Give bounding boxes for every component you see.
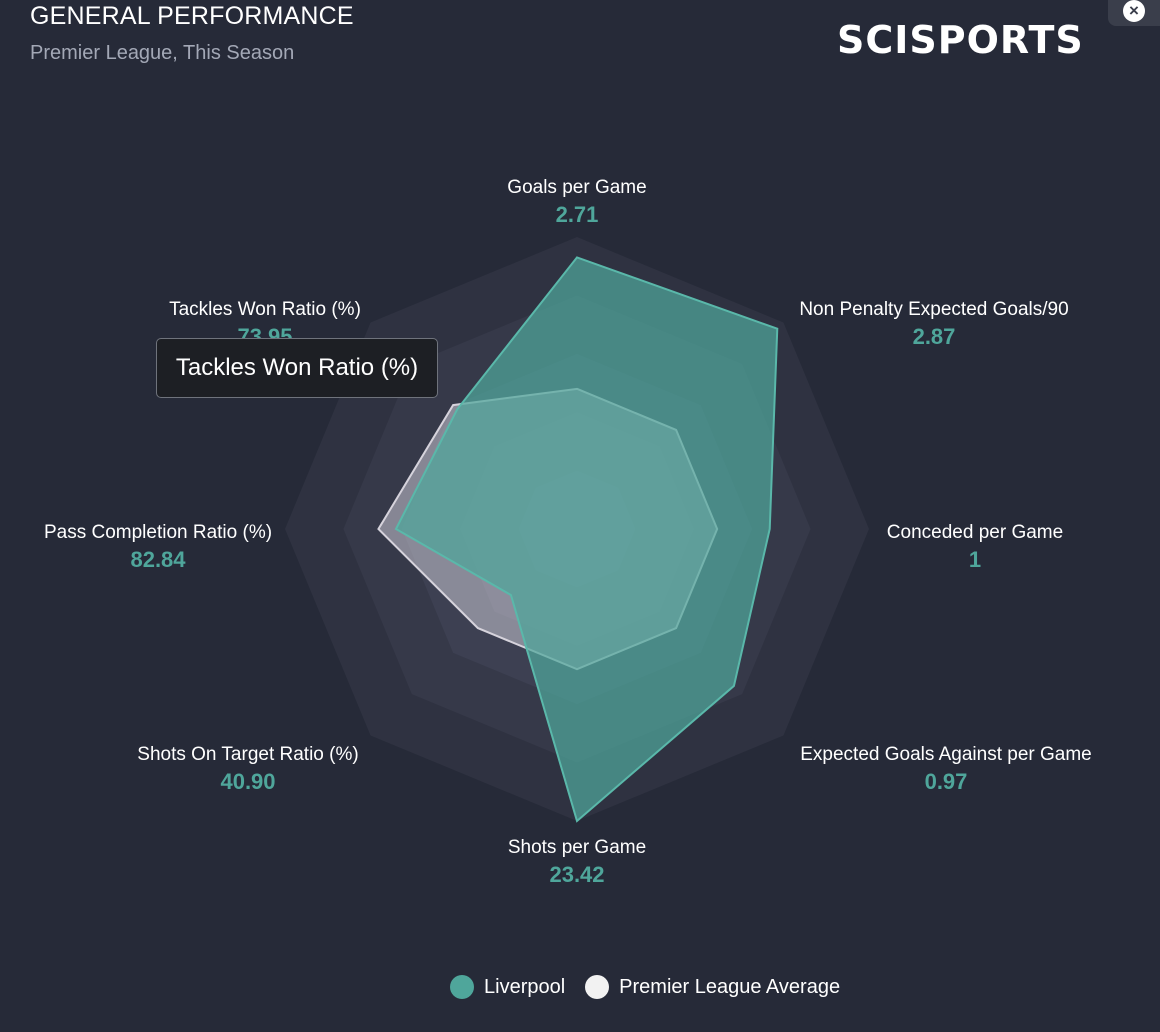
series-polygon-liverpool (394, 256, 779, 823)
legend-label-average: Premier League Average (619, 975, 841, 998)
close-button[interactable]: × (1108, 0, 1160, 26)
axis-label: Shots per Game (508, 837, 646, 858)
tooltip: Tackles Won Ratio (%) (156, 338, 438, 398)
scisports-logo: SCISPORTS (837, 18, 1084, 62)
axis-value: 2.87 (913, 324, 956, 349)
axis-value: 40.90 (220, 769, 275, 794)
legend-dot-average (585, 975, 610, 999)
axis-value: 82.84 (130, 547, 186, 572)
legend-item-average[interactable]: Premier League Average (585, 975, 840, 999)
legend: Liverpool Premier League Average (450, 975, 860, 999)
axis-value: 2.71 (556, 202, 599, 227)
axis-label: Pass Completion Ratio (%) (44, 522, 272, 543)
axis-label: Tackles Won Ratio (%) (169, 299, 361, 320)
legend-item-liverpool[interactable]: Liverpool (450, 975, 565, 999)
radar-series (377, 256, 779, 823)
chart-subtitle: Premier League, This Season (30, 42, 295, 64)
axis-label: Non Penalty Expected Goals/90 (799, 299, 1068, 320)
axis-value: 0.97 (925, 769, 968, 794)
axis-label: Shots On Target Ratio (%) (137, 744, 358, 765)
axis-label: Goals per Game (507, 177, 646, 198)
axis-label: Expected Goals Against per Game (800, 744, 1092, 765)
chart-title: GENERAL PERFORMANCE (30, 2, 354, 30)
axis-label: Conceded per Game (887, 522, 1063, 543)
radar-labels: Goals per Game 2.71 Non Penalty Expected G… (44, 177, 1092, 887)
axis-value: 23.42 (549, 862, 604, 887)
axis-value: 1 (969, 547, 981, 572)
close-icon: × (1123, 0, 1145, 22)
legend-dot-liverpool (450, 975, 474, 999)
legend-label-liverpool: Liverpool (484, 975, 566, 998)
